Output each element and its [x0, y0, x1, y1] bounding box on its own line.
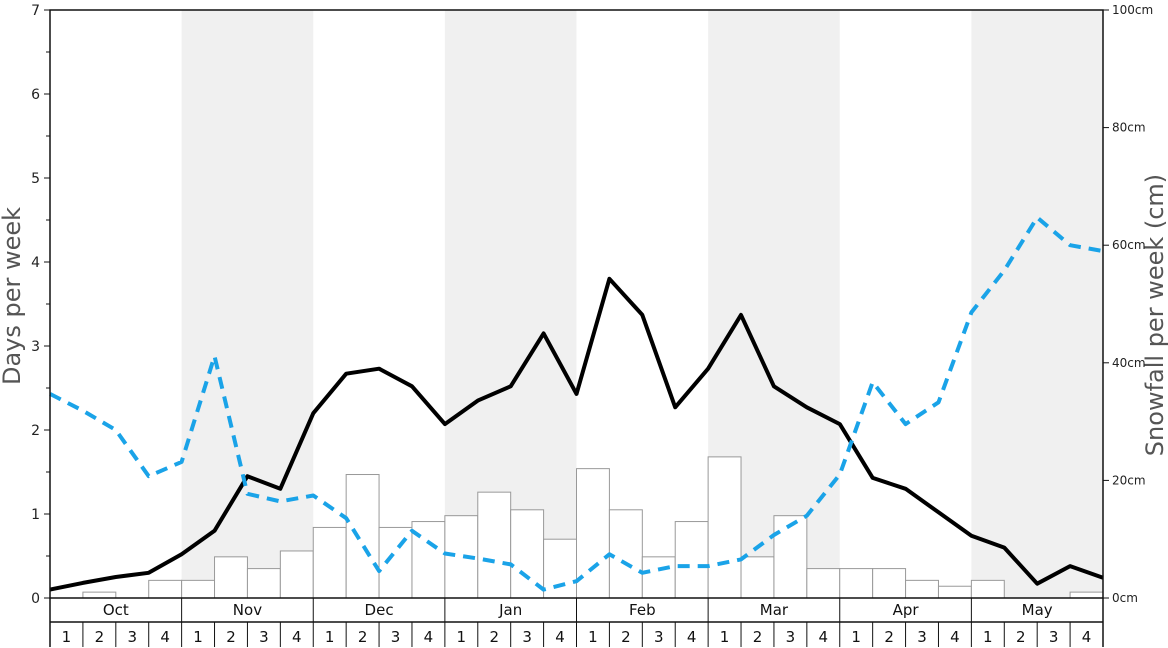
left-tick-label: 3: [31, 339, 40, 355]
week-label: 2: [621, 628, 631, 646]
week-label: 3: [786, 628, 796, 646]
month-label: Dec: [365, 601, 394, 619]
snowfall-bar: [674, 521, 709, 599]
week-labels-row: 1 2 3 4 1 2 3 4 1 2 3 4 1 2 3 4 1 2 3 4 1 2 3 4 1 2 3 4 1 2 3 4: [62, 622, 1092, 647]
week-label: 4: [819, 628, 829, 646]
month-shade-band: [971, 10, 1103, 598]
snowfall-bar: [970, 579, 1005, 599]
week-label: 2: [489, 628, 499, 646]
week-label: 2: [358, 628, 368, 646]
left-axis-title: Days per week: [0, 207, 26, 385]
snowfall-bar: [148, 579, 183, 599]
right-tick-label: 20cm: [1112, 473, 1146, 487]
month-label: Mar: [760, 601, 789, 619]
week-label: 4: [292, 628, 302, 646]
month-label: Feb: [629, 601, 656, 619]
snowfall-bar: [740, 556, 775, 599]
snowfall-bar: [773, 515, 808, 599]
week-label: 3: [654, 628, 664, 646]
week-label: 1: [193, 628, 203, 646]
week-label: 2: [1016, 628, 1026, 646]
month-shading: [181, 10, 1103, 598]
week-label: 3: [1049, 628, 1059, 646]
week-label: 4: [555, 628, 565, 646]
right-tick-label: 0cm: [1112, 591, 1138, 605]
left-tick-label: 5: [31, 171, 40, 187]
week-label: 2: [95, 628, 105, 646]
snowfall-bar: [312, 526, 347, 599]
left-tick-label: 0: [31, 591, 40, 607]
snowfall-bar: [1069, 591, 1104, 599]
month-label: Nov: [233, 601, 262, 619]
week-label: 4: [424, 628, 434, 646]
left-tick-label: 2: [31, 423, 40, 439]
left-y-axis: 0 1 2 3 4 5 6 7: [31, 3, 50, 607]
week-label: 3: [522, 628, 532, 646]
snowfall-bar: [279, 550, 314, 599]
week-label: 2: [753, 628, 763, 646]
week-label: 2: [226, 628, 236, 646]
month-label: Apr: [893, 601, 920, 619]
week-label: 4: [950, 628, 960, 646]
month-label: May: [1022, 601, 1053, 619]
snowfall-bars: [82, 456, 1104, 599]
snowfall-bar: [608, 509, 643, 599]
snowfall-bar: [181, 579, 216, 599]
snowfall-bar: [82, 591, 117, 599]
left-tick-label: 1: [31, 507, 40, 523]
snowfall-bar: [806, 568, 841, 599]
week-label: 3: [917, 628, 927, 646]
left-tick-label: 6: [31, 87, 40, 103]
dashed-series-line: [49, 215, 1104, 592]
snowfall-bar: [839, 568, 874, 599]
right-y-axis: 0cm 20cm 40cm 60cm 80cm 100cm: [1103, 3, 1153, 605]
snowfall-bar: [214, 556, 248, 599]
week-label: 1: [588, 628, 598, 646]
right-tick-label: 60cm: [1112, 238, 1146, 252]
week-label: 3: [391, 628, 401, 646]
left-tick-label: 4: [31, 255, 40, 271]
snowfall-bar: [543, 538, 577, 599]
week-label: 4: [687, 628, 697, 646]
week-label: 1: [325, 628, 335, 646]
week-label: 1: [62, 628, 72, 646]
right-tick-label: 40cm: [1112, 356, 1146, 370]
series-lines: [49, 215, 1104, 592]
snowfall-bar: [872, 568, 907, 599]
week-label: 3: [127, 628, 137, 646]
week-label: 1: [983, 628, 993, 646]
snowfall-bar: [345, 474, 380, 599]
month-label: Jan: [498, 601, 522, 619]
snowfall-bar: [378, 526, 413, 599]
week-label: 4: [1082, 628, 1092, 646]
snowfall-bar: [246, 568, 281, 599]
right-tick-label: 100cm: [1112, 3, 1153, 17]
week-label: 1: [720, 628, 730, 646]
month-shade-band: [181, 10, 314, 598]
snowfall-bar: [477, 491, 512, 599]
right-axis-title: Snowfall per week (cm): [1141, 174, 1168, 456]
week-label: 4: [160, 628, 170, 646]
snowfall-bar: [937, 585, 972, 599]
solid-series-line: [49, 276, 1104, 592]
week-label: 3: [259, 628, 269, 646]
snowfall-bar: [641, 556, 676, 599]
snowfall-bar: [905, 579, 939, 599]
right-tick-label: 80cm: [1112, 121, 1146, 135]
week-label: 2: [884, 628, 894, 646]
left-tick-label: 7: [31, 3, 40, 19]
snowfall-bar: [707, 456, 742, 599]
month-label: Oct: [103, 601, 129, 619]
week-label: 1: [457, 628, 467, 646]
week-label: 1: [851, 628, 861, 646]
